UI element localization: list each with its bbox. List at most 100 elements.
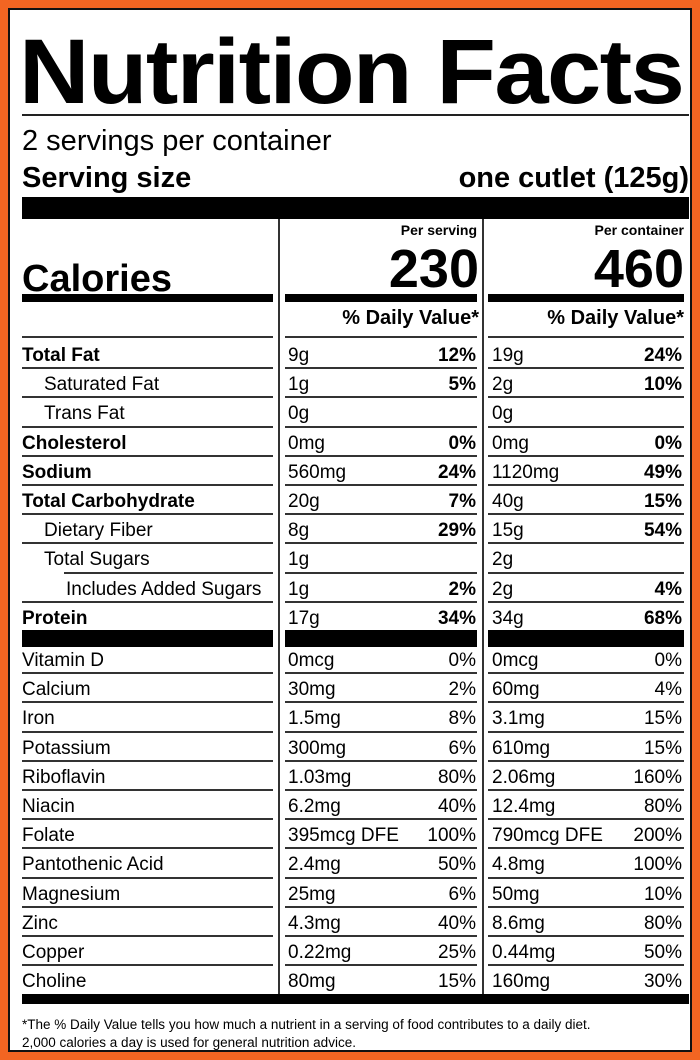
nutrient-name: Copper bbox=[22, 942, 85, 963]
row-divider bbox=[285, 789, 477, 791]
row-divider bbox=[22, 760, 273, 762]
nutrient-name: Cholesterol bbox=[22, 433, 127, 454]
container-amount: 8.6mg bbox=[492, 913, 545, 934]
nutrient-name: Vitamin D bbox=[22, 650, 105, 671]
serving-daily-value: 0% bbox=[448, 433, 476, 454]
nutrient-name: Dietary Fiber bbox=[44, 520, 153, 541]
serving-size-row: Serving size one cutlet (125g) bbox=[22, 160, 689, 196]
serving-daily-value: 24% bbox=[437, 462, 476, 483]
serving-amount: 8g bbox=[288, 520, 310, 541]
container-amount: 19g bbox=[492, 345, 524, 366]
container-daily-value: 10% bbox=[643, 884, 682, 905]
column-separator bbox=[482, 219, 484, 1002]
serving-amount: 1.03mg bbox=[288, 767, 352, 788]
nutrient-name: Total Fat bbox=[22, 345, 100, 366]
container-daily-value: 50% bbox=[643, 942, 682, 963]
row-divider bbox=[22, 367, 273, 369]
thick-divider bbox=[22, 630, 273, 647]
row-divider bbox=[488, 367, 684, 369]
serving-amount: 80mg bbox=[288, 971, 336, 992]
container-amount: 15g bbox=[492, 520, 524, 541]
container-daily-value: 0% bbox=[654, 650, 682, 671]
nutrient-name: Choline bbox=[22, 971, 87, 992]
nutrient-name: Protein bbox=[22, 608, 88, 629]
serving-amount: 2.4mg bbox=[288, 854, 341, 875]
row-divider bbox=[488, 731, 684, 733]
nutrient-name: Riboflavin bbox=[22, 767, 106, 788]
medium-divider bbox=[488, 294, 684, 302]
row-divider bbox=[22, 701, 273, 703]
row-divider bbox=[488, 877, 684, 879]
nutrient-name: Includes Added Sugars bbox=[66, 579, 262, 600]
serving-size-label: Serving size bbox=[22, 162, 192, 194]
serving-daily-value: 40% bbox=[437, 796, 476, 817]
container-amount: 60mg bbox=[492, 679, 540, 700]
container-amount: 0g bbox=[492, 403, 514, 424]
serving-daily-value: 7% bbox=[448, 491, 476, 512]
serving-daily-value: 5% bbox=[448, 374, 476, 395]
row-divider bbox=[285, 396, 477, 398]
row-divider bbox=[285, 601, 477, 603]
row-divider bbox=[285, 572, 477, 574]
container-amount: 0mg bbox=[492, 433, 529, 454]
row-divider bbox=[22, 731, 273, 733]
row-divider bbox=[488, 847, 684, 849]
serving-daily-value: 29% bbox=[437, 520, 476, 541]
container-daily-value: 15% bbox=[643, 708, 682, 729]
row-divider bbox=[285, 426, 477, 428]
row-divider bbox=[22, 426, 273, 428]
row-divider bbox=[285, 672, 477, 674]
container-amount: 790mcg DFE bbox=[492, 825, 603, 846]
serving-amount: 0g bbox=[288, 403, 310, 424]
row-divider bbox=[22, 935, 273, 937]
row-divider bbox=[488, 572, 684, 574]
row-divider bbox=[488, 542, 684, 544]
serving-daily-value: 80% bbox=[437, 767, 476, 788]
container-amount: 4.8mg bbox=[492, 854, 545, 875]
container-amount: 2g bbox=[492, 549, 514, 570]
row-divider bbox=[22, 847, 273, 849]
nutrient-name: Sodium bbox=[22, 462, 92, 483]
thick-divider bbox=[285, 630, 477, 647]
container-daily-value: 100% bbox=[633, 854, 682, 875]
serving-daily-value: 2% bbox=[448, 579, 476, 600]
row-divider bbox=[22, 906, 273, 908]
row-divider bbox=[285, 455, 477, 457]
container-daily-value: 4% bbox=[654, 579, 682, 600]
container-daily-value: 15% bbox=[643, 491, 682, 512]
row-divider bbox=[285, 336, 477, 338]
serving-amount: 4.3mg bbox=[288, 913, 341, 934]
row-divider bbox=[488, 789, 684, 791]
nutrient-name: Trans Fat bbox=[44, 403, 125, 424]
calories-label: Calories bbox=[22, 258, 172, 300]
servings-per-container: 2 servings per container bbox=[22, 125, 332, 157]
daily-value-heading-container: % Daily Value* bbox=[547, 307, 684, 329]
container-amount: 1120mg bbox=[492, 462, 560, 483]
container-amount: 50mg bbox=[492, 884, 540, 905]
row-divider bbox=[488, 396, 684, 398]
thick-divider bbox=[22, 197, 689, 219]
serving-daily-value: 15% bbox=[437, 971, 476, 992]
row-divider bbox=[488, 935, 684, 937]
row-divider bbox=[488, 455, 684, 457]
medium-divider bbox=[285, 294, 477, 302]
serving-amount: 560mg bbox=[288, 462, 347, 483]
row-divider bbox=[285, 542, 477, 544]
row-divider bbox=[22, 455, 273, 457]
calories-per-serving: 230 bbox=[388, 239, 479, 299]
row-divider bbox=[22, 672, 273, 674]
container-daily-value: 0% bbox=[654, 433, 682, 454]
container-daily-value: 4% bbox=[654, 679, 682, 700]
row-divider bbox=[22, 396, 273, 398]
thick-divider bbox=[488, 630, 684, 647]
container-amount: 610mg bbox=[492, 738, 551, 759]
row-divider bbox=[488, 513, 684, 515]
row-divider bbox=[488, 601, 684, 603]
row-divider bbox=[488, 818, 684, 820]
serving-daily-value: 34% bbox=[437, 608, 476, 629]
container-amount: 2g bbox=[492, 579, 514, 600]
serving-amount: 0.22mg bbox=[288, 942, 352, 963]
serving-daily-value: 100% bbox=[427, 825, 476, 846]
row-divider bbox=[285, 818, 477, 820]
row-divider bbox=[22, 513, 273, 515]
